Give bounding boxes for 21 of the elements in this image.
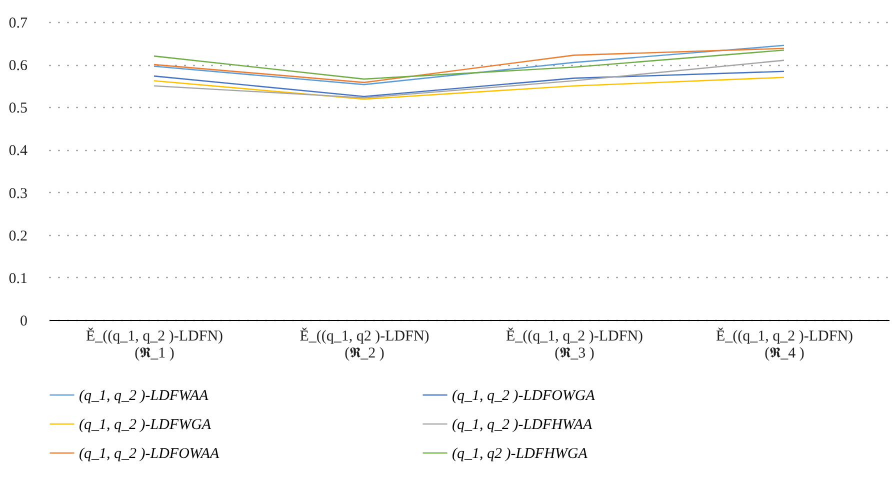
x-tick-label: Ě_((q_1, q_2 )-LDFN) (𝕽_3 ) (506, 328, 644, 362)
y-tick-label: 0.6 (8, 58, 28, 74)
y-tick-label: 0.2 (8, 228, 28, 244)
line-series (153, 76, 785, 100)
y-tick-label: 0.3 (8, 186, 28, 202)
y-tick-label: 0 (20, 314, 28, 330)
x-tick-label: Ě_((q_1, q_2 )-LDFN) (𝕽_4 ) (716, 328, 854, 362)
legend-label: (q_1, q_2 )-LDFOWGA (452, 388, 596, 404)
legend-label: (q_1, q_2 )-LDFWGA (79, 417, 212, 433)
legend-label: (q_1, q_2 )-LDFOWAA (79, 446, 220, 462)
legend-label: (q_1, q_2 )-LDFWAA (79, 388, 210, 404)
y-tick-label: 0.4 (8, 143, 28, 160)
line-series (153, 60, 785, 98)
legend-label: (q_1, q_2 )-LDFHWAA (452, 417, 594, 433)
x-tick-label: Ě_((q_1, q2 )-LDFN) (𝕽_2 ) (300, 328, 430, 362)
y-tick-label: 0.1 (8, 270, 28, 287)
line-series (153, 70, 785, 98)
legend-label: (q_1, q2 )-LDFHWGA (452, 446, 588, 462)
x-tick-label: Ě_((q_1, q_2 )-LDFN) (𝕽_1 ) (86, 328, 224, 362)
y-tick-label: 0.5 (8, 100, 28, 117)
y-tick-label: 0.7 (8, 16, 28, 32)
